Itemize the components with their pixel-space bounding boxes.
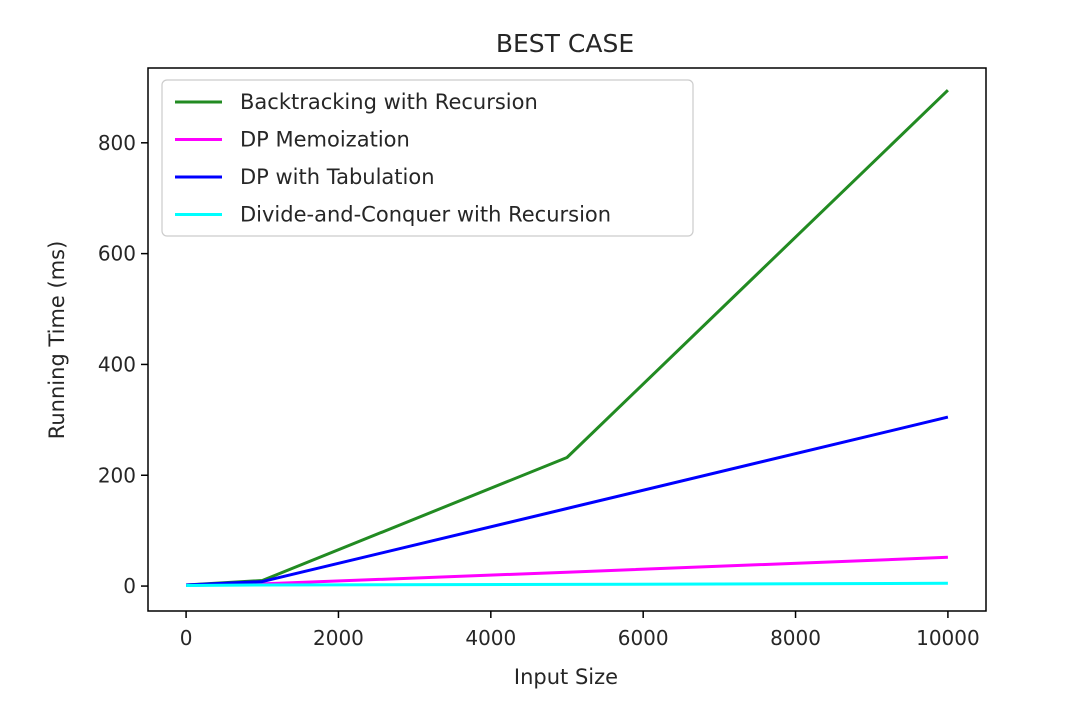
chart-title: BEST CASE [496,29,634,58]
plot-lines [186,89,949,587]
y-axis-label: Running Time (ms) [45,241,69,440]
x-tick-label: 6000 [618,626,669,650]
legend-label: Divide-and-Conquer with Recursion [240,203,611,227]
legend-frame [161,79,694,237]
y-tick-label: 600 [98,242,136,266]
x-tick-label: 8000 [770,626,821,650]
y-tick-label: 0 [123,574,136,598]
series-line-4 [186,581,948,587]
y-tick-label: 400 [98,352,136,376]
x-axis-ticks: 0 2000 4000 6000 8000 10000 [180,611,980,650]
y-axis-ticks: 0 200 400 600 800 [98,131,148,598]
legend-label: Backtracking with Recursion [240,90,538,114]
series-line-3 [186,415,949,587]
legend-label: DP with Tabulation [240,165,435,189]
legend-items: Backtracking with Recursion DP Memoizatio… [175,90,611,227]
x-tick-label: 10000 [916,626,980,650]
plot-frame [147,67,987,612]
y-tick-label: 800 [98,131,136,155]
x-tick-label: 4000 [465,626,516,650]
legend: Backtracking with Recursion DP Memoizatio… [161,79,694,237]
x-axis-label: Input Size [514,665,618,689]
y-tick-label: 200 [98,463,136,487]
x-tick-label: 0 [180,626,193,650]
legend-label: DP Memoization [240,128,410,152]
x-tick-label: 2000 [313,626,364,650]
